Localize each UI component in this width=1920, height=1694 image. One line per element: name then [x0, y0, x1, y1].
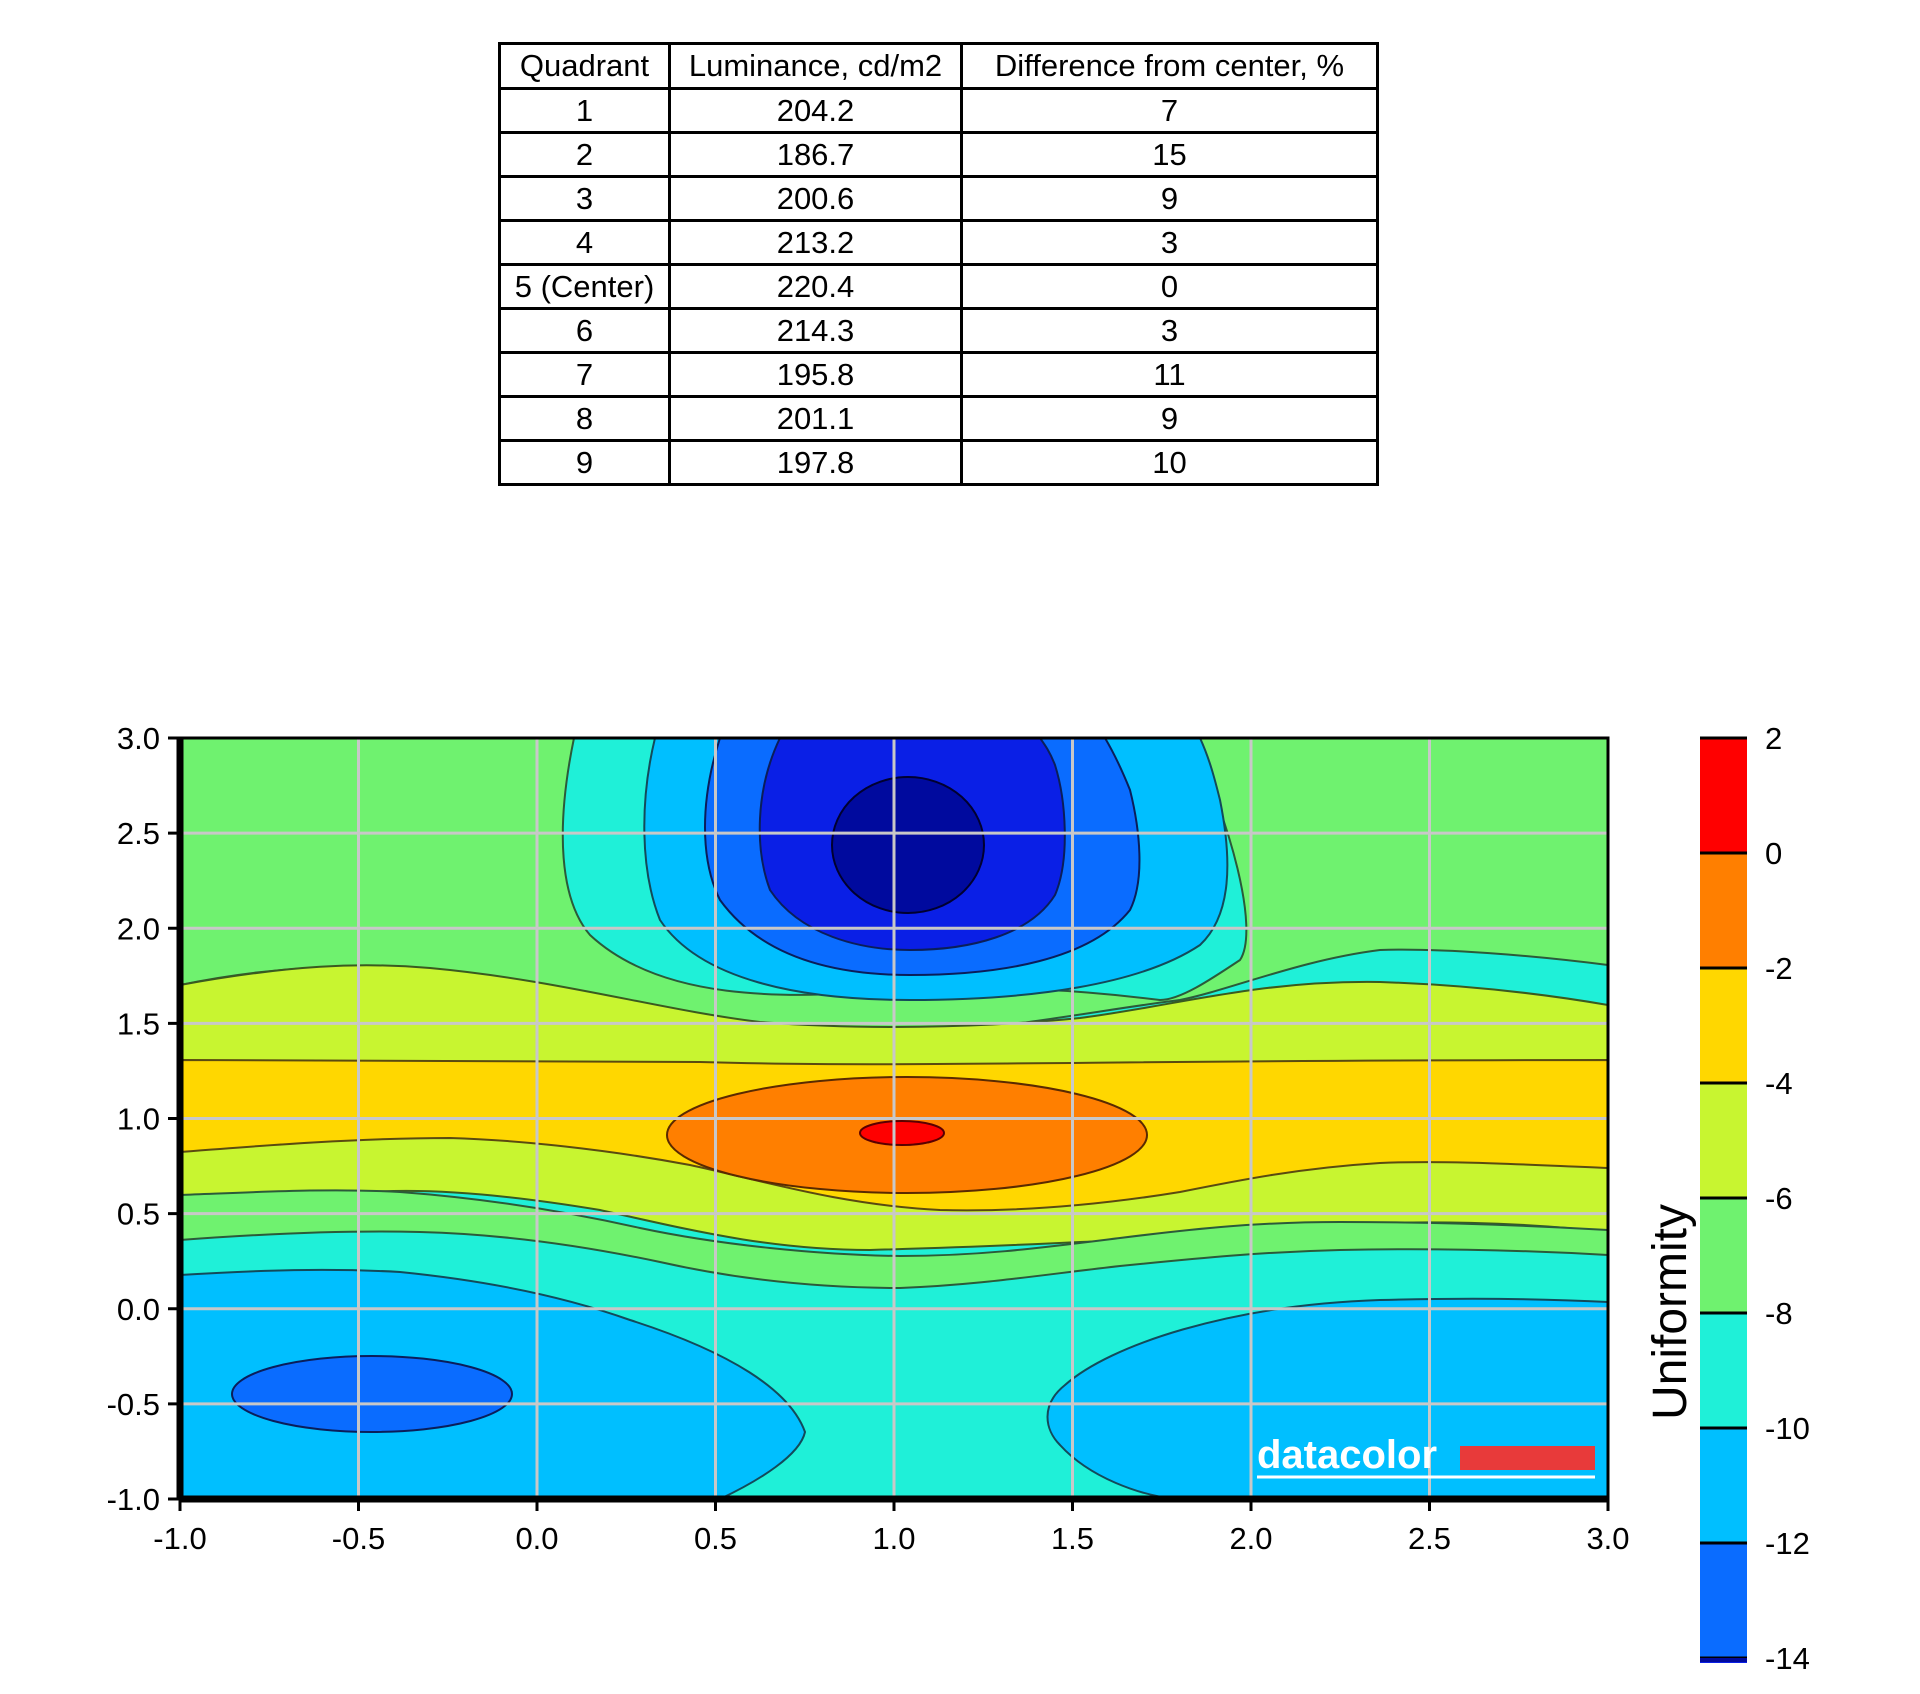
x-tick-label: 0.0 — [515, 1521, 558, 1556]
colorbar-label: -12 — [1765, 1526, 1810, 1561]
cell-difference: 7 — [960, 87, 1379, 134]
colorbar: 2 0 -2 -4 -6 -8 -10 -12 -14 — [1700, 721, 1810, 1676]
datacolor-logo-text: datacolor — [1257, 1433, 1437, 1477]
x-tick-label: 2.5 — [1408, 1521, 1451, 1556]
x-tick-label: 2.0 — [1229, 1521, 1272, 1556]
contour-region-minimum — [831, 776, 985, 914]
cell-difference: 15 — [960, 131, 1379, 178]
cell-quadrant: 1 — [498, 87, 671, 134]
chart-grid — [180, 738, 1608, 1499]
cell-quadrant: 5 (Center) — [498, 263, 671, 310]
header-luminance: Luminance, cd/m2 — [668, 42, 963, 90]
colorbar-title: Uniformity — [1644, 1204, 1697, 1420]
cell-difference: 0 — [960, 263, 1379, 310]
colorbar-segment — [1700, 1313, 1747, 1428]
colorbar-label: 2 — [1765, 721, 1782, 756]
colorbar-label: 0 — [1765, 836, 1782, 871]
table-row: 4 213.2 3 — [498, 219, 1379, 266]
cell-quadrant: 6 — [498, 307, 671, 354]
colorbar-bottom-edge — [1700, 1658, 1747, 1662]
cell-quadrant: 4 — [498, 219, 671, 266]
x-tick-label: 1.0 — [872, 1521, 915, 1556]
table-row: 3 200.6 9 — [498, 175, 1379, 222]
cell-luminance: 204.2 — [668, 87, 963, 134]
x-tick-label: 1.5 — [1051, 1521, 1094, 1556]
x-tick-label: -1.0 — [153, 1521, 206, 1556]
cell-difference: 9 — [960, 175, 1379, 222]
cell-luminance: 220.4 — [668, 263, 963, 310]
table-row: 1 204.2 7 — [498, 87, 1379, 134]
colorbar-segment — [1700, 853, 1747, 968]
cell-difference: 10 — [960, 439, 1379, 486]
luminance-table: Quadrant Luminance, cd/m2 Difference fro… — [498, 42, 1379, 486]
colorbar-label: -10 — [1765, 1411, 1810, 1446]
colorbar-segment — [1700, 968, 1747, 1083]
cell-quadrant: 2 — [498, 131, 671, 178]
colorbar-segment — [1700, 1543, 1747, 1658]
colorbar-segment — [1700, 1428, 1747, 1543]
x-tick-label: 0.5 — [694, 1521, 737, 1556]
cell-quadrant: 9 — [498, 439, 671, 486]
contour-region-local-minimum — [231, 1355, 513, 1433]
y-tick-label: -1.0 — [107, 1482, 160, 1517]
table-row: 6 214.3 3 — [498, 307, 1379, 354]
y-tick-label: 2.5 — [117, 816, 160, 851]
cell-luminance: 200.6 — [668, 175, 963, 222]
colorbar-segment — [1700, 1198, 1747, 1313]
table-row: 5 (Center) 220.4 0 — [498, 263, 1379, 310]
cell-luminance: 213.2 — [668, 219, 963, 266]
y-tick-label: 0.5 — [117, 1197, 160, 1232]
y-tick-label: 1.5 — [117, 1006, 160, 1041]
cell-difference: 11 — [960, 351, 1379, 398]
header-quadrant: Quadrant — [498, 42, 671, 90]
contour-region-maximum — [859, 1120, 945, 1146]
table-row: 2 186.7 15 — [498, 131, 1379, 178]
cell-luminance: 186.7 — [668, 131, 963, 178]
y-tick-label: 2.0 — [117, 911, 160, 946]
cell-luminance: 195.8 — [668, 351, 963, 398]
y-tick-label: 0.0 — [117, 1292, 160, 1327]
datacolor-logo-bar — [1460, 1446, 1595, 1470]
colorbar-segment — [1700, 738, 1747, 853]
y-tick-label: 1.0 — [117, 1102, 160, 1137]
cell-difference: 3 — [960, 307, 1379, 354]
y-tick-label: 3.0 — [117, 721, 160, 756]
cell-luminance: 197.8 — [668, 439, 963, 486]
cell-difference: 9 — [960, 395, 1379, 442]
colorbar-label: -4 — [1765, 1066, 1793, 1101]
colorbar-segment — [1700, 1083, 1747, 1198]
x-tick-label: -0.5 — [332, 1521, 385, 1556]
table-header-row: Quadrant Luminance, cd/m2 Difference fro… — [498, 42, 1379, 90]
y-axis-ticks: -1.0 -0.5 0.0 0.5 1.0 1.5 2.0 2.5 3.0 — [107, 721, 180, 1517]
cell-quadrant: 8 — [498, 395, 671, 442]
x-axis-ticks: -1.0 -0.5 0.0 0.5 1.0 1.5 2.0 2.5 3.0 — [153, 1499, 1630, 1556]
colorbar-label: -14 — [1765, 1641, 1810, 1676]
colorbar-label: -6 — [1765, 1181, 1793, 1216]
cell-luminance: 214.3 — [668, 307, 963, 354]
y-tick-label: -0.5 — [107, 1387, 160, 1422]
cell-luminance: 201.1 — [668, 395, 963, 442]
table-row: 8 201.1 9 — [498, 395, 1379, 442]
colorbar-label: -2 — [1765, 951, 1793, 986]
datacolor-logo: datacolor — [1257, 1433, 1595, 1479]
header-difference: Difference from center, % — [960, 42, 1379, 90]
table-row: 9 197.8 10 — [498, 439, 1379, 486]
table-row: 7 195.8 11 — [498, 351, 1379, 398]
cell-quadrant: 7 — [498, 351, 671, 398]
cell-quadrant: 3 — [498, 175, 671, 222]
x-tick-label: 3.0 — [1586, 1521, 1629, 1556]
cell-difference: 3 — [960, 219, 1379, 266]
colorbar-label: -8 — [1765, 1296, 1793, 1331]
